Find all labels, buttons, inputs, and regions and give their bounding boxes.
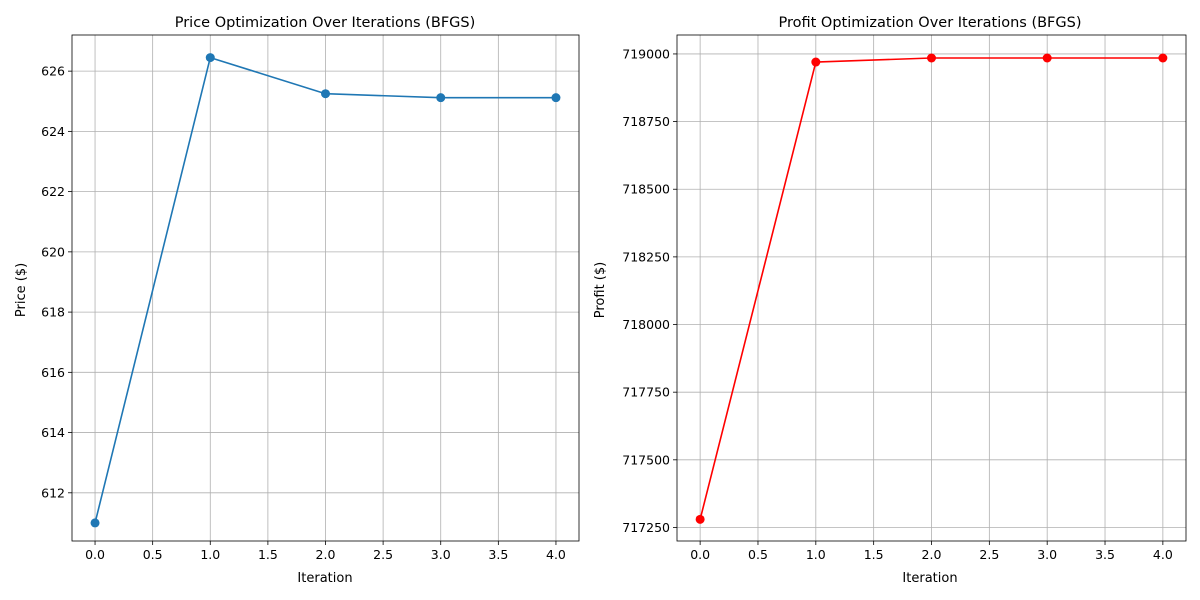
profit-chart-y-tick-label: 717500 [622,452,670,467]
price-chart-y-tick-label: 612 [41,485,65,500]
price-chart-data-point [321,89,330,99]
profit-chart-y-tick-label: 718250 [622,249,670,264]
price-chart-x-tick-label: 4.0 [546,547,566,562]
price-chart-x-tick-label: 1.0 [200,547,220,562]
profit-chart-data-point [1158,53,1168,63]
profit-chart-data-point [811,57,821,67]
price-chart-y-axis-label: Price ($) [14,263,29,317]
profit-chart-ticks: 0.0 0.5 1.0 1.5 2.0 2.5 3.0 3.5 4.0 717250 717500 7… [622,46,1173,562]
profit-chart-data-point [1042,53,1052,63]
profit-chart-y-tick-label: 718500 [622,182,670,197]
price-chart-frame [71,34,580,542]
price-chart-x-tick-label: 3.0 [431,547,451,562]
price-chart-x-tick-label: 0.0 [85,547,105,562]
profit-chart-x-axis-label: Iteration [902,571,957,586]
profit-chart-x-tick-label: 2.5 [979,547,999,562]
profit-chart-x-tick-label: 0.0 [690,547,710,562]
price-chart-data-point [436,93,446,103]
profit-chart-y-tick-label: 719000 [622,46,670,61]
profit-chart-title: Profit Optimization Over Iterations (BFG… [779,15,1082,31]
price-chart-y-tick-label: 624 [41,124,65,139]
profit-chart-y-tick-label: 717750 [622,385,670,400]
price-chart-y-tick-label: 620 [41,244,65,259]
price-chart-data-point [205,53,215,63]
price-chart-ticks: 0.0 0.5 1.0 1.5 2.0 2.5 3.0 3.5 4.0 612 614 616 618 6… [41,64,566,562]
price-chart-y-tick-label: 626 [41,64,65,79]
profit-chart-y-axis-label: Profit ($) [593,262,608,318]
price-chart-y-tick-label: 622 [41,184,65,199]
price-chart-x-tick-label: 2.5 [373,547,393,562]
price-chart-y-tick-label: 616 [41,365,65,380]
price-chart-x-tick-label: 3.5 [488,547,508,562]
profit-chart: Profit Optimization Over Iterations (BFG… [593,15,1187,586]
profit-chart-x-tick-label: 1.0 [806,547,826,562]
profit-chart-grid [677,35,1186,541]
profit-chart-series [695,53,1168,524]
price-chart: Price Optimization Over Iterations (BFGS… [14,15,580,586]
price-chart-title: Price Optimization Over Iterations (BFGS… [175,15,476,31]
profit-chart-data-point [695,514,705,524]
profit-chart-x-tick-label: 3.0 [1037,547,1057,562]
price-chart-data-point [551,93,561,103]
profit-chart-x-tick-label: 1.5 [864,547,884,562]
profit-chart-data-point [927,53,936,63]
profit-chart-y-tick-label: 718750 [622,114,670,129]
price-chart-x-tick-label: 1.5 [258,547,278,562]
price-chart-x-tick-label: 2.0 [316,547,336,562]
profit-chart-frame [676,34,1187,542]
price-chart-series [90,53,561,528]
price-chart-data-point [90,518,100,528]
profit-chart-y-tick-label: 718000 [622,317,670,332]
price-chart-y-tick-label: 614 [41,425,65,440]
profit-chart-x-tick-label: 2.0 [922,547,942,562]
price-chart-x-tick-label: 0.5 [143,547,163,562]
profit-chart-x-tick-label: 4.0 [1153,547,1173,562]
price-chart-x-axis-label: Iteration [297,571,352,586]
price-chart-grid [72,35,579,541]
profit-chart-x-tick-label: 3.5 [1095,547,1115,562]
profit-chart-y-tick-label: 717250 [622,520,670,535]
profit-chart-x-tick-label: 0.5 [748,547,768,562]
price-chart-y-tick-label: 618 [41,305,65,320]
